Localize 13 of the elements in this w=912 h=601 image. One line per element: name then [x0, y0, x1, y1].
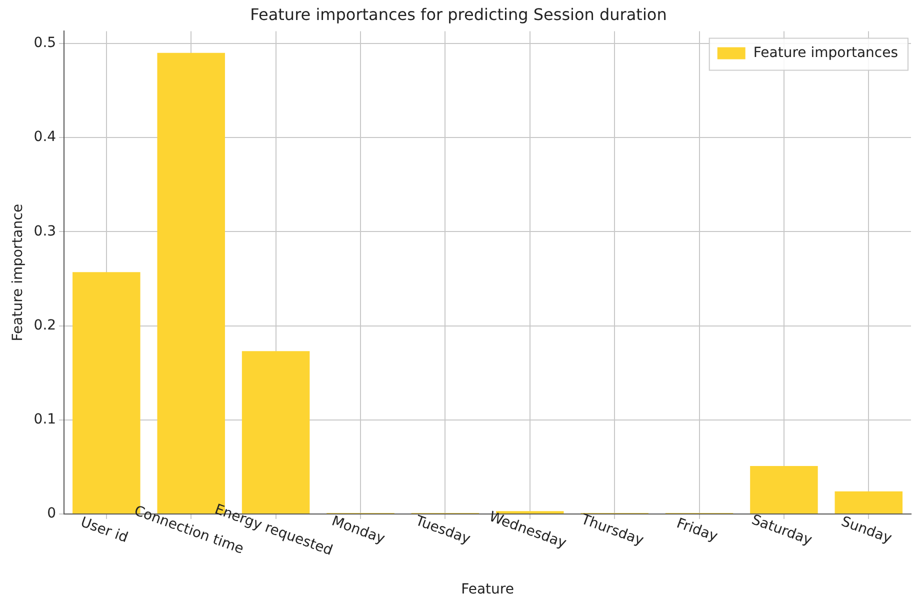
x-tick-label: User id: [78, 514, 130, 546]
y-tick-label: 0: [47, 506, 56, 522]
bar: [750, 466, 818, 514]
y-tick-label: 0.2: [34, 317, 56, 334]
y-tick-label: 0.5: [34, 35, 56, 52]
bar: [834, 491, 903, 514]
legend-label: Feature importances: [753, 44, 898, 61]
y-tick-label: 0.3: [34, 223, 56, 240]
y-axis-title: Feature importance: [10, 204, 26, 342]
y-tick-label: 0.4: [34, 129, 56, 146]
chart-title: Feature importances for predicting Session duration: [250, 4, 667, 24]
x-axis-title: Feature: [461, 582, 514, 598]
y-tick-label: 0.1: [34, 412, 56, 428]
